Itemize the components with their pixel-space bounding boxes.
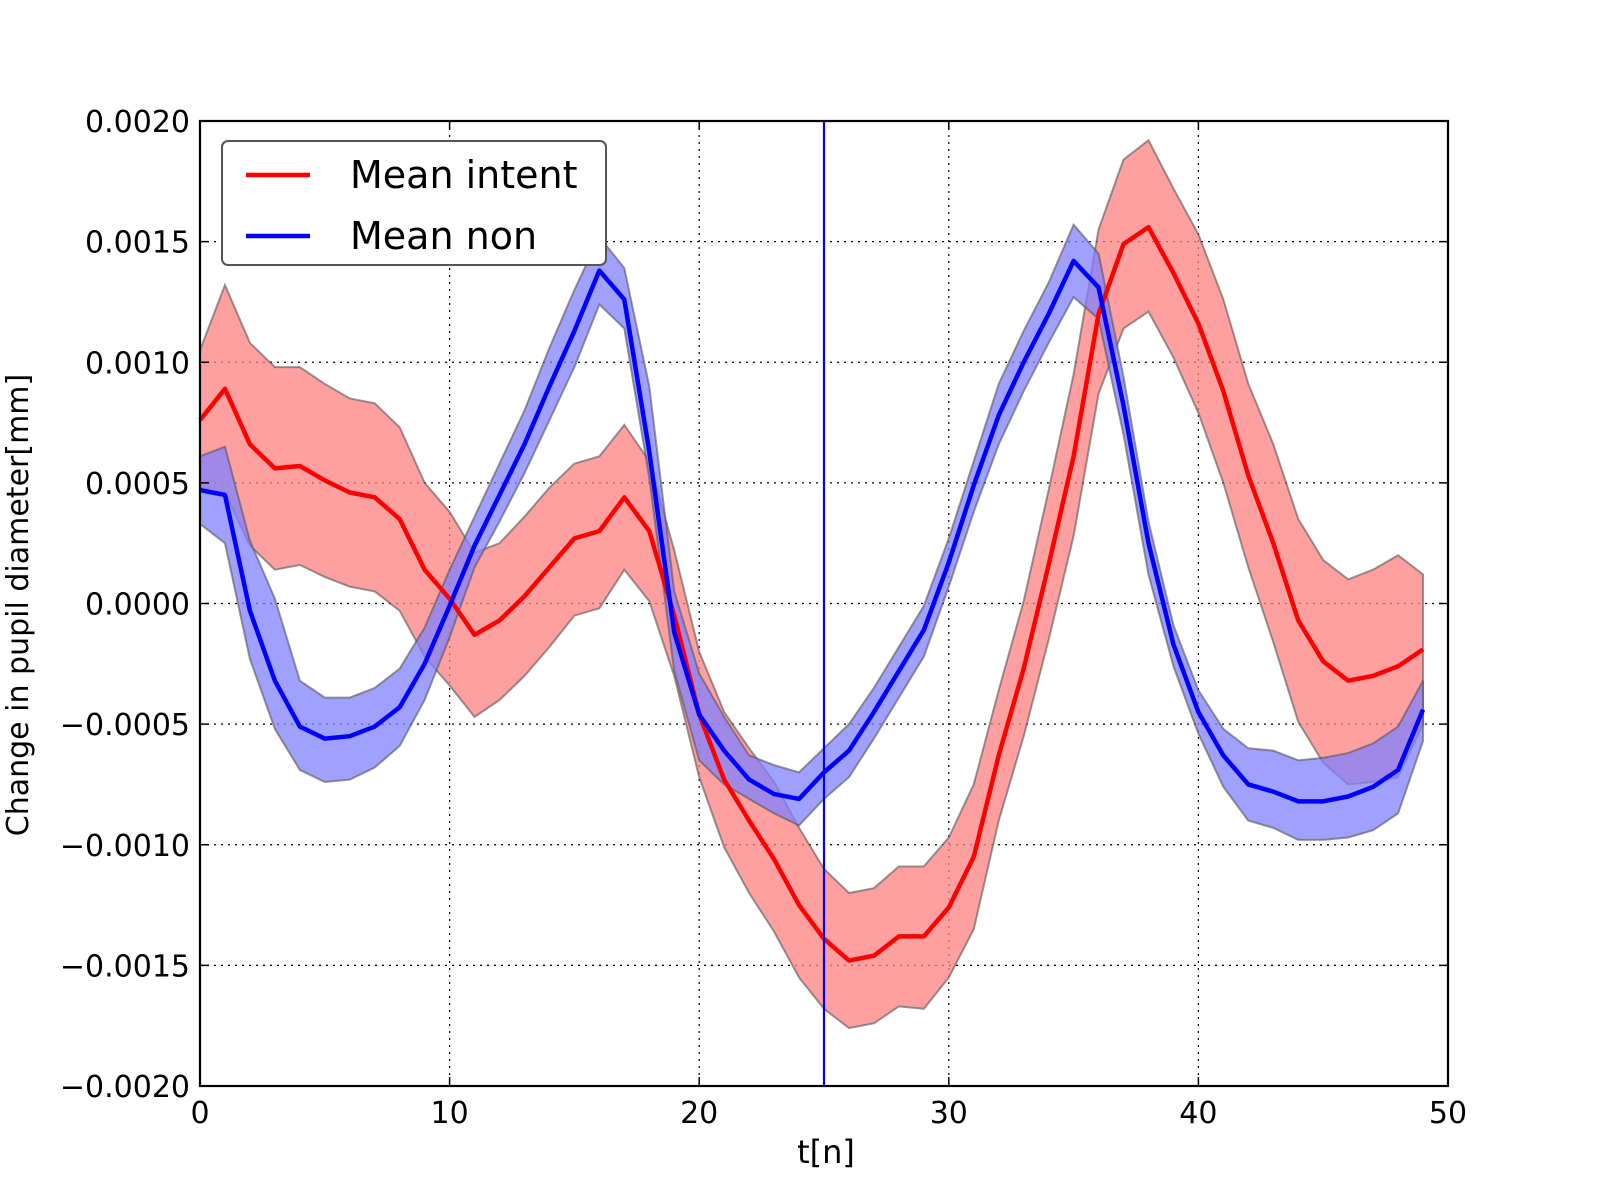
y-tick-label: 0.0000: [85, 588, 190, 623]
plot-area: [198, 121, 1448, 1086]
series-line-non: [199, 258, 1426, 804]
x-tick-label: 40: [1179, 1096, 1217, 1131]
x-axis-label: t[n]: [797, 1133, 855, 1171]
axes: 0 10 20 30 40 50 −0.0020 −0.0015 −0.0010 −0.0005 0…: [60, 105, 1467, 1131]
y-tick-label: 0.0020: [85, 105, 190, 140]
x-tick-label: 20: [680, 1096, 718, 1131]
x-tick-label: 0: [190, 1096, 209, 1131]
y-tick-label: 0.0015: [85, 226, 190, 261]
y-tick-label: −0.0015: [60, 949, 190, 984]
y-axis-label: Change in pupil diameter[mm]: [1, 374, 36, 836]
legend: Mean intent Mean non: [221, 140, 607, 266]
legend-label-intent: Mean intent: [350, 153, 578, 197]
y-tick-label: −0.0010: [60, 829, 190, 864]
y-tick-label: −0.0020: [60, 1070, 190, 1105]
x-tick-label: 10: [431, 1096, 469, 1131]
legend-box: [221, 140, 607, 266]
y-tick-label: 0.0010: [85, 346, 190, 381]
y-tick-label: −0.0005: [60, 708, 190, 743]
x-tick-label: 50: [1429, 1096, 1467, 1131]
legend-label-non: Mean non: [350, 214, 537, 258]
y-tick-label: 0.0005: [85, 467, 190, 502]
series-line-intent: [198, 224, 1425, 963]
x-tick-label: 30: [930, 1096, 968, 1131]
